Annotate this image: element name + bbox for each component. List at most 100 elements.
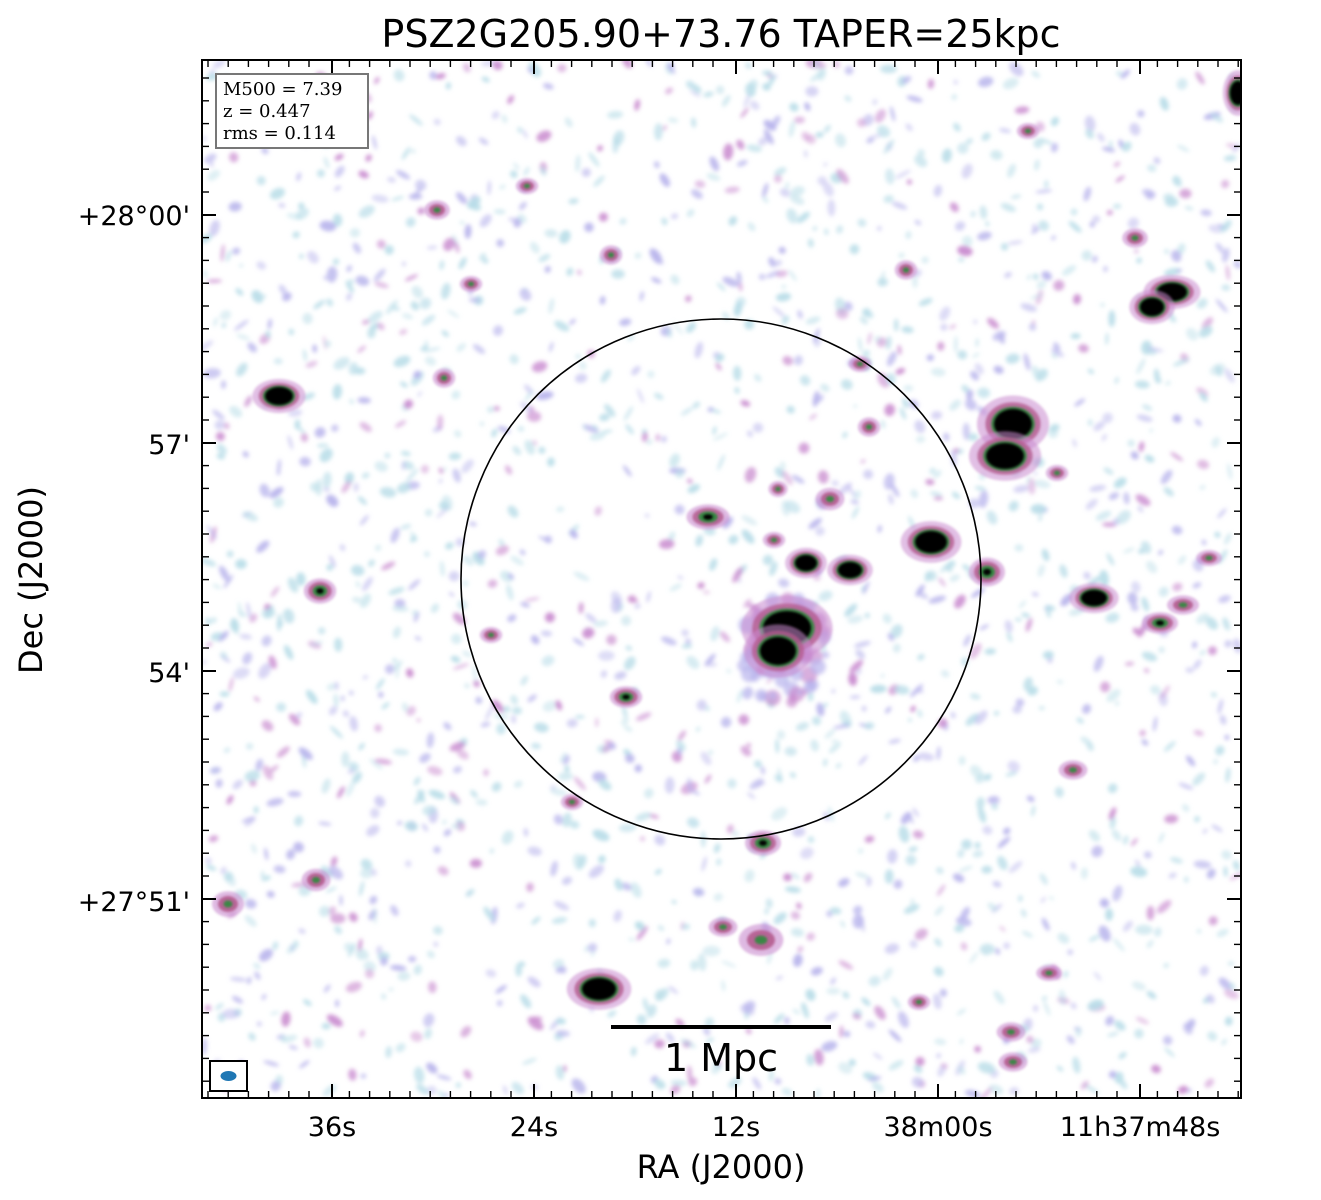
noise-blob: [1051, 348, 1064, 357]
noise-blob: [977, 807, 987, 824]
noise-blob: [855, 668, 862, 675]
noise-blob: [272, 941, 279, 951]
noise-blob: [930, 367, 946, 377]
noise-blob: [893, 318, 899, 332]
noise-blob: [303, 1037, 311, 1048]
noise-blob: [288, 713, 301, 726]
noise-blob: [437, 1090, 446, 1098]
noise-blob: [1020, 303, 1037, 312]
noise-blob: [997, 836, 1011, 849]
noise-blob: [1102, 522, 1117, 527]
noise-blob: [1130, 451, 1139, 460]
noise-blob: [435, 73, 446, 80]
noise-blob: [1178, 782, 1194, 790]
noise-blob: [1178, 555, 1187, 565]
noise-blob: [915, 584, 925, 597]
noise-blob: [1225, 767, 1231, 783]
noise-blob: [600, 670, 608, 678]
noise-blob: [569, 318, 576, 325]
noise-blob: [414, 636, 422, 641]
noise-blob: [585, 613, 597, 623]
noise-blob: [927, 78, 935, 89]
noise-blob: [689, 90, 701, 98]
noise-blob: [455, 135, 467, 147]
noise-blob: [333, 637, 343, 652]
noise-blob: [318, 627, 326, 635]
noise-blob: [538, 253, 551, 263]
radio-source: [1167, 595, 1199, 615]
noise-blob: [460, 1026, 472, 1038]
noise-blob: [259, 948, 273, 962]
noise-blob: [1177, 1085, 1188, 1094]
noise-blob: [360, 1073, 367, 1079]
noise-blob: [598, 779, 612, 791]
noise-blob: [969, 693, 981, 700]
noise-blob: [228, 676, 234, 693]
noise-blob: [705, 706, 710, 712]
noise-blob: [1149, 428, 1153, 433]
noise-blob: [746, 430, 753, 438]
noise-blob: [894, 685, 910, 695]
noise-blob: [564, 765, 570, 773]
noise-blob: [582, 424, 599, 433]
noise-blob: [600, 429, 613, 434]
noise-blob: [1170, 452, 1183, 462]
noise-blob: [907, 718, 912, 722]
noise-blob: [277, 459, 281, 475]
noise-blob: [988, 795, 1000, 806]
noise-blob: [552, 959, 565, 969]
noise-blob: [709, 558, 718, 571]
noise-blob: [938, 577, 946, 587]
noise-blob: [370, 807, 380, 819]
noise-blob: [866, 876, 872, 887]
noise-blob: [810, 966, 823, 976]
noise-blob: [844, 95, 852, 102]
noise-blob: [1177, 144, 1190, 152]
noise-blob: [205, 641, 213, 648]
noise-blob: [544, 612, 555, 623]
radio-source: [907, 994, 931, 1010]
noise-blob: [807, 238, 814, 248]
noise-blob: [991, 803, 999, 810]
noise-blob: [573, 776, 586, 791]
noise-blob: [453, 766, 462, 774]
radio-source: [969, 557, 1005, 587]
noise-blob: [905, 230, 912, 240]
noise-blob: [880, 419, 886, 429]
noise-blob: [987, 902, 998, 912]
noise-blob: [941, 148, 952, 163]
noise-blob: [975, 338, 979, 348]
noise-blob: [1037, 564, 1045, 578]
noise-blob: [511, 706, 523, 715]
noise-blob: [374, 795, 386, 808]
noise-blob: [1210, 112, 1224, 123]
noise-blob: [1021, 612, 1031, 618]
noise-blob: [1002, 77, 1019, 90]
noise-blob: [534, 722, 549, 733]
noise-blob: [319, 448, 333, 463]
noise-blob: [547, 457, 555, 467]
noise-blob: [406, 705, 416, 716]
noise-blob: [939, 988, 947, 997]
noise-blob: [1105, 332, 1109, 346]
noise-blob: [220, 651, 228, 659]
noise-blob: [653, 1078, 666, 1089]
noise-blob: [858, 848, 864, 854]
noise-blob: [830, 977, 837, 985]
noise-blob: [1023, 677, 1033, 691]
noise-blob: [413, 611, 420, 623]
noise-blob: [402, 261, 406, 267]
noise-blob: [1163, 1035, 1173, 1046]
noise-blob: [215, 431, 225, 441]
noise-blob: [556, 506, 565, 513]
noise-blob: [929, 491, 943, 497]
noise-blob: [326, 298, 334, 307]
noise-blob: [212, 583, 222, 590]
noise-blob: [423, 339, 429, 352]
noise-blob: [943, 432, 950, 442]
noise-blob: [993, 711, 1000, 716]
radio-source: [459, 276, 483, 292]
noise-blob: [753, 373, 762, 382]
noise-blob: [1196, 298, 1208, 309]
noise-blob: [658, 539, 675, 550]
